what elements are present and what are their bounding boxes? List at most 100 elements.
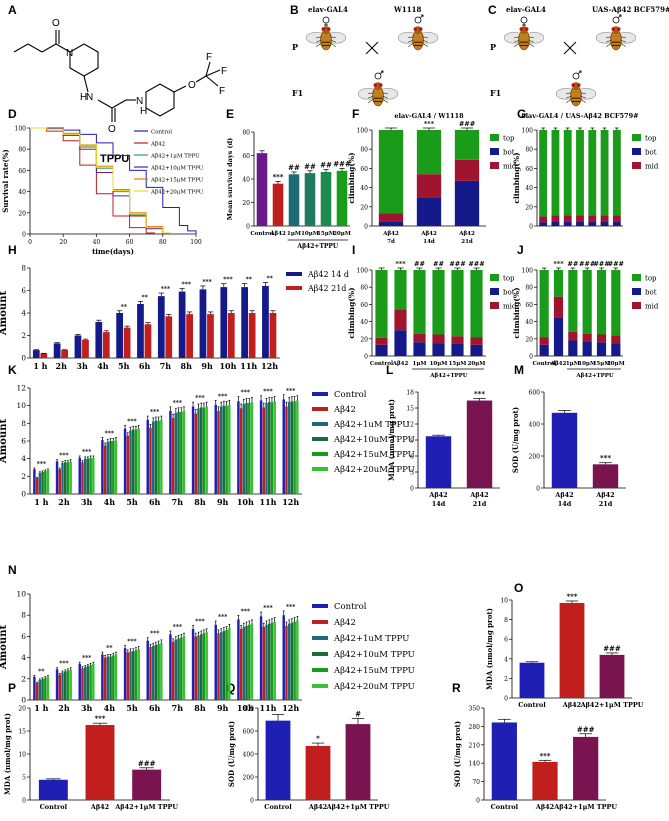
atom-o2: O (108, 124, 116, 135)
category-label: Aβ42+1μM TPPU (553, 803, 617, 811)
y-tick-label: 8 (22, 265, 26, 273)
y-tick-label: 100 (357, 128, 369, 135)
bar (345, 724, 371, 800)
category-label: 3h (81, 703, 93, 713)
legend-label-bot: bot (503, 149, 515, 157)
category-label: 20μM (607, 361, 625, 367)
category-label: Aβ42 (90, 803, 109, 811)
bar-Aβ42+20uM TPPU (205, 632, 208, 700)
x-tick-label: 0 (28, 239, 32, 246)
bar-Aβ42 14 d (178, 291, 186, 358)
stack-segment-bot (612, 221, 621, 226)
legend-swatch (312, 392, 328, 396)
bar-Aβ42+10uM TPPU (290, 401, 294, 494)
chart-d: 0 20 40 60 80 100 Survival rate(%) 0 20 40 60 80 100… (1, 126, 204, 257)
stack-segment-mid (539, 216, 548, 223)
chart-f: 0 20 40 60 80 100 climbing(%) Aβ42 7d *** Aβ42 14d #… (347, 112, 517, 245)
category-label: Aβ42 (308, 803, 327, 811)
stack-segment-bot (553, 317, 564, 356)
category-label: 1μM (287, 231, 301, 237)
stack-segment-mid (612, 215, 621, 222)
bar-Aβ42 14 d (241, 287, 248, 358)
category-label: 7h (160, 361, 172, 371)
y-tick-label: 20 (18, 210, 26, 217)
y-tick-label: 80 (525, 285, 533, 292)
bar-Aβ42+1uM TPPU (151, 645, 155, 700)
y-tick-label: 8 (504, 617, 508, 624)
male-symbol (612, 14, 622, 24)
bar-Aβ42+15uM TPPU (248, 624, 251, 700)
y-tick-label: 8 (21, 611, 26, 620)
y-tick-label: 80 (18, 147, 26, 154)
stack-segment-mid (588, 215, 597, 222)
significance-mark: *** (286, 388, 295, 395)
group-label: Aβ42+TPPU (429, 373, 468, 379)
legend-label: Aβ42+1μM TPPU (150, 154, 200, 160)
y-axis-label: SOD (U/mg prot) (227, 721, 236, 787)
chart-p: 0 5 10 15 20 MDA (nmol/mg prot) Control *** Aβ42… (3, 706, 178, 812)
y-tick-label: 0 (504, 696, 508, 703)
stack-segment-bot (568, 340, 578, 356)
offspring-male-symbol (572, 70, 582, 80)
bar-Aβ42 (35, 478, 39, 494)
bar-Aβ42+10uM TPPU (290, 622, 294, 700)
significance-mark: *** (127, 638, 136, 645)
chart-q: 0 200 400 600 800 SOD (U/mg prot) Control * Aβ42… (227, 706, 390, 812)
stack-segment-bot (432, 343, 445, 356)
chart-title: elav-GAL4 / UAS-Aβ42 BCF579# (521, 112, 638, 120)
bar-Aβ42 (81, 462, 84, 494)
significance-mark: *** (241, 608, 250, 615)
bar-Control (101, 654, 104, 700)
bar (256, 153, 268, 226)
female-symbol (520, 16, 528, 27)
bar (559, 602, 585, 698)
legend-label: Aβ42 (333, 618, 356, 628)
y-tick-label: 100 (357, 268, 369, 275)
legend-swatch-bot (632, 288, 641, 295)
bar-Aβ42+10uM TPPU (200, 634, 203, 700)
atom-f2: F (219, 86, 225, 97)
significance-mark: *** (273, 172, 284, 181)
y-tick-label: 70 (472, 779, 480, 786)
atom-f1: F (221, 66, 227, 77)
stack-segment-top (394, 270, 407, 310)
bar-Control (78, 457, 81, 494)
y-tick-label: 600 (529, 390, 541, 397)
bar-Aβ42 (239, 628, 243, 700)
bar-Aβ42 (217, 410, 220, 494)
bar-Aβ42+15uM TPPU (157, 420, 160, 494)
bar-Aβ42+10uM TPPU (64, 462, 67, 494)
stack-segment-bot (611, 343, 621, 356)
y-tick-label: 3 (410, 470, 414, 477)
stack-segment-bot (582, 341, 592, 356)
category-label: Aβ42 (420, 231, 437, 237)
y-tick-label: 280 (469, 724, 481, 731)
bar-Aβ42+20uM TPPU (296, 620, 299, 700)
category-label: 6h (149, 497, 161, 507)
y-tick-label: 10 (16, 401, 26, 410)
bar-Aβ42 21d (82, 340, 89, 358)
bar (425, 436, 452, 488)
bar-Aβ42 21d (227, 313, 235, 358)
bar (573, 736, 599, 800)
bar-Aβ42+20uM TPPU (250, 402, 254, 494)
y-tick-label: 40 (360, 185, 368, 192)
significance-mark: ### (333, 159, 351, 168)
legend-label: Aβ42+1uM TPPU (333, 420, 409, 430)
bar-Aβ42 (126, 652, 130, 700)
bar-Aβ42+10uM TPPU (222, 631, 226, 700)
group-label: Aβ42+TPPU (575, 373, 614, 379)
bar-Aβ42+10uM TPPU (268, 402, 271, 494)
bar-Aβ42+20uM TPPU (182, 636, 186, 700)
stack-segment-top (563, 130, 572, 216)
category-label: Aβ42+1μM TPPU (114, 803, 178, 811)
significance-mark: ### (579, 260, 595, 268)
bar-Aβ42 14 d (157, 296, 165, 358)
stack-segment-mid (432, 334, 445, 344)
bar-Aβ42 14 d (53, 343, 61, 358)
category-label: 10h (219, 361, 236, 371)
bar-Aβ42 21d (248, 313, 256, 358)
panel-letter-c: C (488, 3, 497, 17)
y-tick-label: 80 (242, 130, 250, 137)
legend-swatch-top (632, 274, 641, 281)
